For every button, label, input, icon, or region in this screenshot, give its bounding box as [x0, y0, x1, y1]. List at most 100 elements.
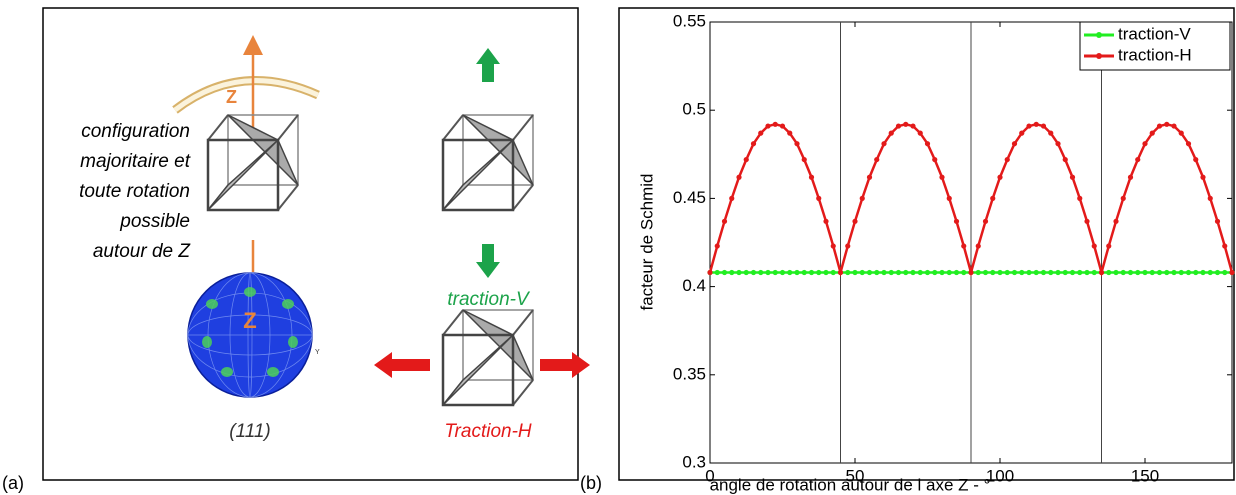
point	[1185, 141, 1192, 147]
y-tick-label: 0.45	[673, 188, 706, 207]
point	[1084, 269, 1090, 276]
point	[765, 123, 771, 129]
point	[932, 156, 938, 163]
pole-figure-label: (111)	[229, 421, 271, 442]
axis-label: Z	[226, 87, 237, 107]
point	[1222, 269, 1228, 276]
panel-b-frame	[618, 7, 1235, 481]
point	[961, 269, 967, 276]
point	[1135, 156, 1141, 163]
point	[874, 269, 880, 276]
point	[1004, 156, 1010, 163]
point	[1062, 269, 1068, 276]
point	[961, 243, 967, 249]
point	[1026, 269, 1032, 276]
point	[1055, 269, 1061, 276]
cube	[441, 113, 535, 212]
cube	[206, 113, 300, 212]
point	[729, 269, 735, 276]
point	[707, 269, 713, 276]
point	[787, 269, 793, 276]
point	[903, 269, 909, 276]
legend-label: traction-V	[1118, 24, 1191, 43]
point	[1171, 123, 1177, 129]
point	[1185, 269, 1192, 276]
point	[1156, 123, 1163, 129]
point	[1026, 123, 1032, 129]
point	[1077, 269, 1083, 276]
point	[1164, 121, 1170, 127]
y-tick-label: 0.5	[682, 100, 706, 119]
point	[1193, 156, 1199, 163]
point	[758, 269, 764, 276]
legend-label: traction-H	[1118, 45, 1192, 64]
point	[1178, 130, 1184, 136]
point	[881, 269, 887, 276]
point	[823, 218, 829, 224]
point	[1178, 269, 1184, 276]
panel-label: (a)	[2, 473, 24, 493]
point	[910, 123, 916, 129]
point	[721, 218, 728, 224]
arrow-right	[540, 352, 590, 378]
point	[990, 269, 996, 276]
point	[808, 174, 815, 180]
point	[895, 123, 902, 129]
arrow-up	[476, 48, 500, 82]
point	[1142, 141, 1148, 147]
y-tick-label: 0.35	[673, 364, 706, 383]
y-tick-label: 0.55	[673, 11, 706, 30]
point	[939, 269, 945, 276]
point	[845, 243, 851, 249]
point	[874, 156, 880, 163]
point	[1011, 269, 1018, 276]
point	[1113, 218, 1119, 224]
axis-label: Z	[243, 308, 256, 333]
point	[968, 269, 974, 276]
point	[1142, 269, 1148, 276]
point	[946, 269, 952, 276]
point	[801, 156, 807, 163]
point	[1200, 269, 1206, 276]
point	[990, 195, 996, 201]
point	[758, 130, 764, 136]
point	[1214, 269, 1221, 276]
point	[1040, 123, 1047, 129]
point	[1091, 269, 1097, 276]
point	[953, 269, 960, 276]
panel-a-frame	[42, 7, 579, 481]
point	[917, 130, 923, 136]
traction-h-label: Traction-H	[444, 421, 532, 442]
legend-box	[1079, 21, 1231, 71]
pole-figure	[187, 272, 313, 398]
point	[888, 269, 894, 276]
point	[1019, 130, 1025, 136]
point	[866, 269, 873, 276]
point	[975, 269, 981, 276]
point	[1171, 269, 1177, 276]
point	[816, 269, 822, 276]
point	[953, 218, 960, 224]
point	[801, 269, 807, 276]
point	[787, 130, 793, 136]
point	[1222, 243, 1228, 249]
point	[1229, 269, 1235, 276]
point	[932, 269, 938, 276]
point	[903, 121, 909, 127]
point	[852, 269, 858, 276]
point	[1113, 269, 1119, 276]
point	[1106, 243, 1112, 249]
point	[881, 141, 887, 147]
point	[714, 243, 720, 249]
point	[859, 195, 865, 201]
point	[1164, 269, 1170, 276]
point	[830, 269, 836, 276]
point	[714, 269, 720, 276]
arrow-left	[374, 352, 430, 378]
point	[1084, 218, 1090, 224]
x-tick-label: 0	[705, 466, 714, 485]
point	[794, 141, 800, 147]
point	[997, 269, 1003, 276]
point	[1033, 121, 1039, 127]
